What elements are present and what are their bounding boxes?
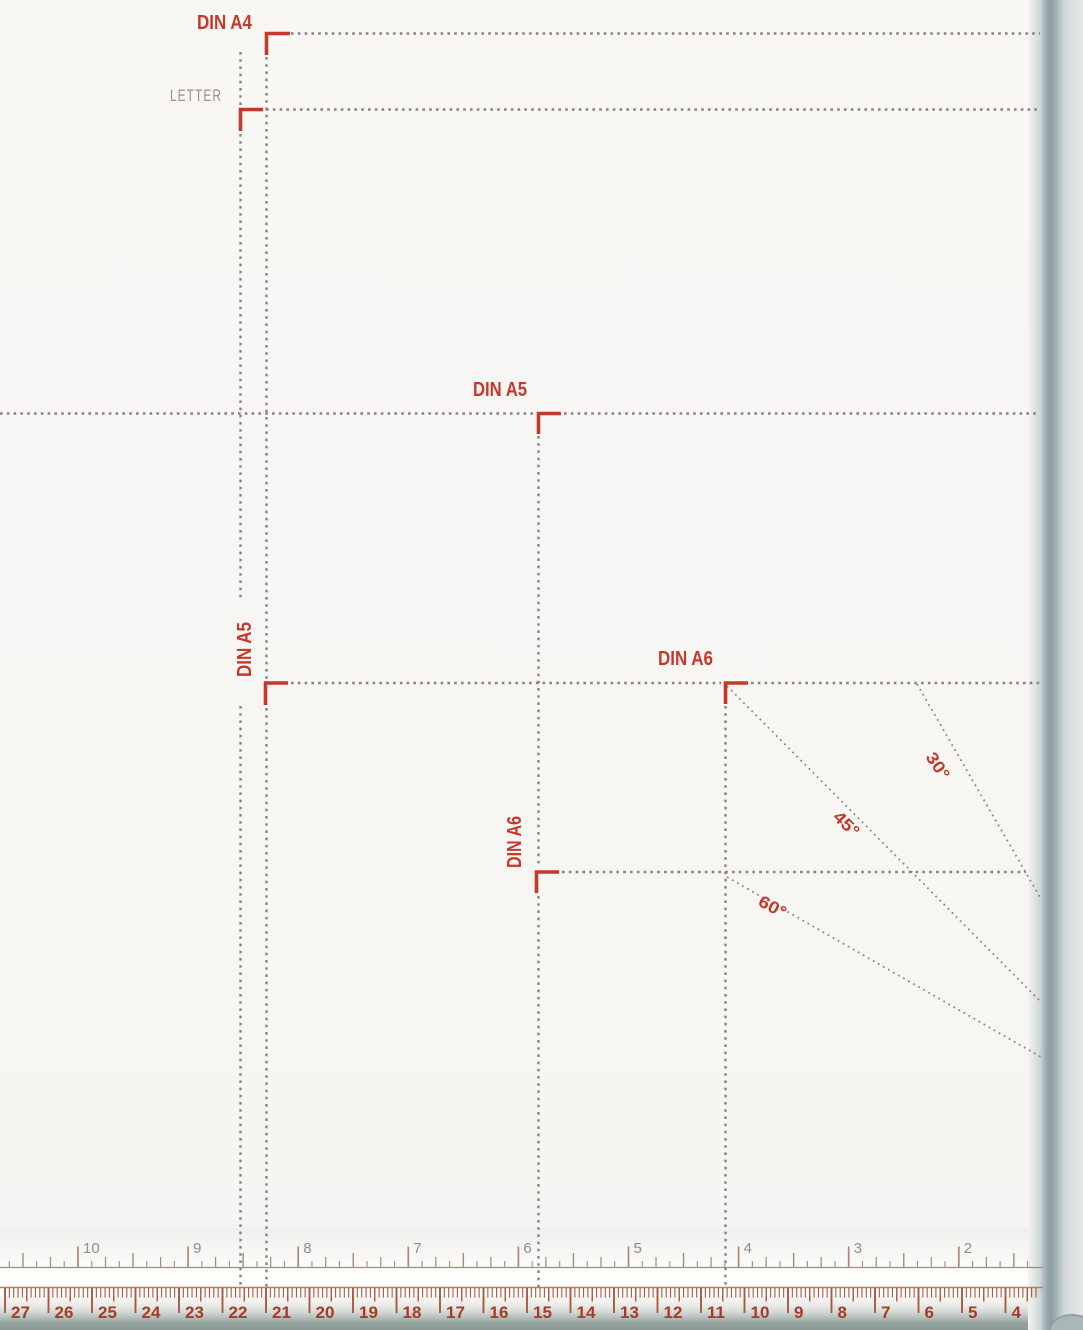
ruler-cm-number: 13 bbox=[620, 1303, 639, 1322]
ruler-inch-number: 9 bbox=[193, 1240, 201, 1257]
din-a5-label: DIN A5 bbox=[473, 379, 527, 401]
ruler-cm-number: 6 bbox=[925, 1303, 934, 1322]
ruler-cm-number: 22 bbox=[229, 1303, 248, 1322]
din-a4-corner-bracket bbox=[264, 31, 290, 55]
angle-lines bbox=[726, 683, 1042, 1058]
din-a5-side-label: DIN A5 bbox=[234, 622, 256, 677]
corner-brackets bbox=[238, 31, 748, 893]
ruler-cm-number: 25 bbox=[98, 1303, 117, 1322]
din-a5-corner-bracket bbox=[536, 411, 561, 434]
angle-60-label: 60° bbox=[755, 892, 790, 922]
angle-45-line bbox=[726, 685, 1042, 1003]
ruler-cm-number: 7 bbox=[881, 1303, 890, 1322]
trimmer-right-edge bbox=[1028, 0, 1083, 1330]
ruler-cm-number: 26 bbox=[55, 1303, 74, 1322]
ruler-cm-number: 16 bbox=[490, 1303, 509, 1322]
ruler-cm-number: 4 bbox=[1012, 1303, 1022, 1322]
ruler-cm-number: 20 bbox=[316, 1303, 335, 1322]
angle-30-line bbox=[916, 683, 1042, 900]
angle-60-line bbox=[726, 876, 1042, 1058]
letter-corner-bracket bbox=[238, 107, 263, 131]
ruler-cm-number: 18 bbox=[403, 1303, 422, 1322]
ruler-inch-number: 10 bbox=[83, 1240, 100, 1257]
ruler-cm-number: 19 bbox=[359, 1303, 378, 1322]
ruler-cm-number: 10 bbox=[751, 1303, 770, 1322]
ruler-cm-number: 5 bbox=[968, 1303, 977, 1322]
ruler-inch-number: 4 bbox=[744, 1240, 752, 1257]
ruler-cm-number: 24 bbox=[142, 1303, 161, 1322]
din-a4-label: DIN A4 bbox=[197, 12, 253, 34]
ruler-cm-number: 12 bbox=[664, 1303, 683, 1322]
ruler-scales: 27 26 25 24 23 22 21 20 19 18 17 16 15 14 13 12 11 10 9 8 7 6… bbox=[4, 1240, 1037, 1322]
ruler-cm-number: 9 bbox=[794, 1303, 803, 1322]
trimmer-corner-knob bbox=[1049, 1314, 1083, 1330]
ruler-cm-number: 15 bbox=[533, 1303, 552, 1322]
angle-45-label: 45° bbox=[829, 807, 863, 841]
ruler-cm-number: 8 bbox=[838, 1303, 847, 1322]
ruler-cm-number: 21 bbox=[272, 1303, 291, 1322]
ruler-cm-number: 17 bbox=[446, 1303, 465, 1322]
guide-lines-vertical bbox=[239, 52, 727, 1288]
ruler-inch-number: 6 bbox=[523, 1240, 531, 1257]
din-a6-side-corner-bracket bbox=[534, 870, 559, 893]
angle-30-label: 30° bbox=[922, 749, 954, 784]
ruler-inch-number: 5 bbox=[634, 1240, 642, 1257]
guide-lines-horizontal bbox=[0, 32, 1040, 874]
ruler-cm-number: 27 bbox=[11, 1303, 30, 1322]
ruler-inch-number: 2 bbox=[964, 1240, 972, 1257]
ruler-inch-number: 8 bbox=[303, 1240, 311, 1257]
din-a6-label: DIN A6 bbox=[658, 648, 713, 670]
din-a6-corner-bracket bbox=[723, 681, 748, 704]
ruler-inch-number: 7 bbox=[413, 1240, 421, 1257]
ruler-cm-number: 11 bbox=[707, 1303, 725, 1322]
ruler-cm-number: 23 bbox=[185, 1303, 204, 1322]
din-a6-side-label: DIN A6 bbox=[504, 816, 526, 868]
mat-bottom-edge bbox=[0, 1294, 1083, 1330]
letter-label: LETTER bbox=[170, 86, 222, 105]
ruler-inch-number: 3 bbox=[854, 1240, 862, 1257]
ruler-cm-number: 14 bbox=[577, 1303, 596, 1322]
din-a5-side-corner-bracket bbox=[263, 681, 288, 705]
